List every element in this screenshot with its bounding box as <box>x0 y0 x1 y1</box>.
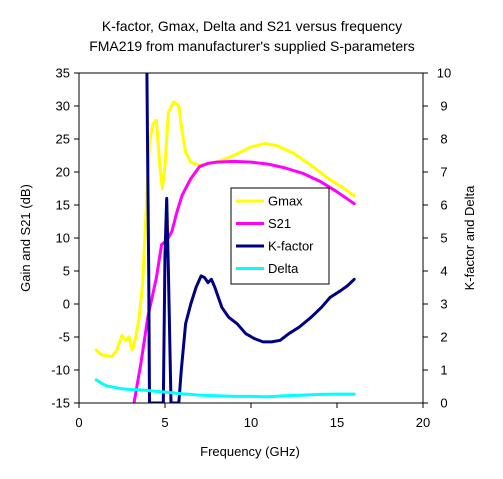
x-tick-label: 15 <box>330 415 344 430</box>
x-tick-label: 0 <box>75 415 82 430</box>
y-tick-label: 35 <box>56 66 70 81</box>
series-line-k-factor <box>145 73 356 403</box>
y2-tick-label: 6 <box>440 198 447 213</box>
legend-label: Gmax <box>268 194 303 209</box>
y2-axis-label: K-factor and Delta <box>462 185 477 291</box>
x-tick-label: 20 <box>416 415 430 430</box>
series-line-delta <box>94 378 356 399</box>
legend-label: S21 <box>268 216 291 231</box>
y2-tick-label: 0 <box>440 396 447 411</box>
legend-label: Delta <box>268 261 299 276</box>
y-tick-label: -10 <box>51 363 70 378</box>
y-tick-label: 0 <box>63 297 70 312</box>
legend-label: K-factor <box>268 239 314 254</box>
y2-tick-label: 7 <box>440 165 447 180</box>
y2-tick-label: 2 <box>440 330 447 345</box>
y2-tick-label: 4 <box>440 264 447 279</box>
y-tick-label: 15 <box>56 198 70 213</box>
legend: Gmax S21 K-factor Delta <box>230 187 330 285</box>
x-tick-label: 10 <box>244 415 258 430</box>
y-tick-label: 5 <box>63 264 70 279</box>
series-layer <box>94 73 356 403</box>
y-tick-label: 20 <box>56 165 70 180</box>
series-line-s21 <box>132 159 356 403</box>
x-axis-label: Frequency (GHz) <box>200 444 300 459</box>
y2-tick-label: 8 <box>440 132 447 147</box>
chart-subtitle: FMA219 from manufacturer's supplied S-pa… <box>89 38 415 54</box>
chart-title: K-factor, Gmax, Delta and S21 versus fre… <box>102 18 402 34</box>
x-tick-label: 5 <box>161 415 168 430</box>
y2-tick-label: 10 <box>437 66 451 81</box>
axes-layer <box>74 72 428 408</box>
series-line-gmax <box>94 100 356 359</box>
y2-tick-label: 1 <box>440 363 447 378</box>
y-axis-label: Gain and S21 (dB) <box>18 184 33 292</box>
y-tick-label: 30 <box>56 99 70 114</box>
y2-tick-label: 3 <box>440 297 447 312</box>
y-tick-label: 10 <box>56 231 70 246</box>
y2-tick-label: 9 <box>440 99 447 114</box>
tick-labels: -15 -10 -5 0 5 10 15 20 25 30 35 0 1 2 3 4 5 6 7 8 9 10 0 5 10 15… <box>51 66 451 431</box>
y-tick-label: -15 <box>51 396 70 411</box>
y-tick-label: 25 <box>56 132 70 147</box>
y-tick-label: -5 <box>58 330 70 345</box>
y2-tick-label: 5 <box>440 231 447 246</box>
